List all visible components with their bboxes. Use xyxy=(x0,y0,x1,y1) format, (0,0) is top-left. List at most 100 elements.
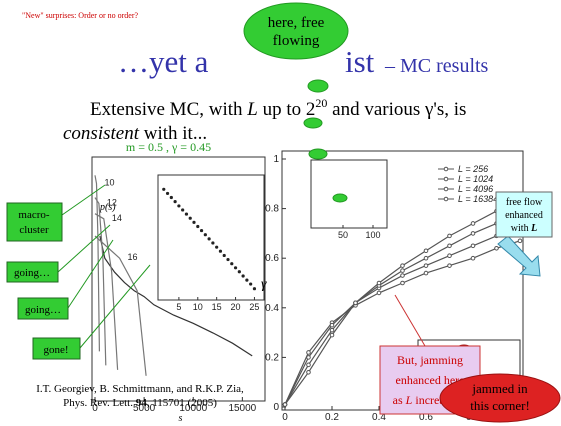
x-label: s xyxy=(179,413,183,424)
x-tick-label: 25 xyxy=(249,302,259,312)
inset-frame xyxy=(158,175,264,300)
legend-marker xyxy=(444,197,448,201)
cloud-text: flowing xyxy=(273,33,320,49)
inset-point xyxy=(166,192,169,195)
marker xyxy=(448,234,452,238)
subtitle: Extensive MC, with L up to 220 and vario… xyxy=(90,96,466,120)
inset-point xyxy=(223,254,226,257)
x-tick-label: 50 xyxy=(338,230,348,240)
y-tick-label: 0.8 xyxy=(265,204,279,215)
x-tick-label: 0 xyxy=(282,412,288,423)
citation: Phys. Rev. Lett. 94, 115701 (2005) xyxy=(63,397,217,409)
marker xyxy=(401,274,405,278)
x-tick-label: 15 xyxy=(212,302,222,312)
inset-point xyxy=(204,233,207,236)
cloud-text: here, free xyxy=(268,15,325,31)
marker xyxy=(471,222,475,226)
inset-point xyxy=(245,279,248,282)
marker xyxy=(424,264,428,268)
cloud-bubble xyxy=(309,149,327,159)
marker xyxy=(307,351,311,355)
marker xyxy=(330,333,334,337)
slide: "New" surprises: Order or no order? …yet… xyxy=(0,0,561,426)
title-part: – MC results xyxy=(384,55,489,77)
marker xyxy=(424,256,428,260)
marker xyxy=(377,281,381,285)
header: "New" surprises: Order or no order? xyxy=(22,11,139,20)
callout-text: gone! xyxy=(43,344,68,356)
marker xyxy=(354,301,358,305)
legend-marker xyxy=(444,167,448,171)
legend-label: L = 16384 xyxy=(458,194,498,204)
x-tick-label: 100 xyxy=(365,230,380,240)
inset-point xyxy=(215,246,218,249)
inset-point xyxy=(200,229,203,232)
marker xyxy=(471,244,475,248)
cloud-bubble xyxy=(308,80,328,92)
inset-point xyxy=(196,225,199,228)
inset-point xyxy=(192,221,195,224)
marker xyxy=(307,370,311,374)
marker xyxy=(401,269,405,273)
note-text: with L xyxy=(511,223,537,234)
x-tick-label: 15000 xyxy=(228,403,256,414)
marker xyxy=(495,246,499,250)
inset-point xyxy=(185,212,188,215)
inset-point xyxy=(181,208,184,211)
marker xyxy=(424,271,428,275)
marker xyxy=(283,403,287,407)
marker xyxy=(401,264,405,268)
marker xyxy=(448,244,452,248)
callout-text: macro- xyxy=(18,209,49,221)
marker xyxy=(448,254,452,258)
marker xyxy=(518,239,522,243)
inset-point xyxy=(170,196,173,199)
title-part: ist xyxy=(345,44,375,79)
inset-point xyxy=(219,250,222,253)
callout-text: cluster xyxy=(19,224,49,236)
x-tick-label: 5 xyxy=(176,302,181,312)
cloud xyxy=(244,3,348,59)
inset-point xyxy=(234,266,237,269)
y-tick-label: 0 xyxy=(273,402,279,413)
legend-label: L = 256 xyxy=(458,164,488,174)
legend-marker xyxy=(444,177,448,181)
marker xyxy=(307,363,311,367)
inset-point xyxy=(230,262,233,265)
inset-point xyxy=(177,204,180,207)
marker xyxy=(330,328,334,332)
y-tick-label: 0.4 xyxy=(265,303,279,314)
y-label: γ xyxy=(261,277,267,292)
inset-point xyxy=(253,287,256,290)
marker xyxy=(330,323,334,327)
cloud-bubble xyxy=(333,194,347,202)
curve-label: 10 xyxy=(104,178,114,188)
marker xyxy=(471,232,475,236)
callout-text: going… xyxy=(25,304,61,316)
inset-point xyxy=(249,282,252,285)
y-tick-label: 0.2 xyxy=(265,352,279,363)
legend-label: L = 4096 xyxy=(458,184,493,194)
marker xyxy=(377,291,381,295)
cloud-text: jammed in xyxy=(471,381,528,396)
note-text: But, jamming xyxy=(397,353,463,367)
legend-marker xyxy=(444,187,448,191)
inset-point xyxy=(174,200,177,203)
inset-point xyxy=(238,270,241,273)
x-tick-label: 0.2 xyxy=(325,412,339,423)
marker xyxy=(401,281,405,285)
marker xyxy=(448,264,452,268)
y-tick-label: 1 xyxy=(273,154,279,165)
page: { "slide": { "header": "\"New\" surprise… xyxy=(0,0,561,426)
note-text: free flow xyxy=(506,197,543,208)
cloud-bubble xyxy=(304,118,322,128)
marker xyxy=(424,249,428,253)
note-text: enhanced xyxy=(505,210,543,221)
inset-point xyxy=(242,274,245,277)
curve-label: 14 xyxy=(112,213,122,223)
x-tick-label: 10 xyxy=(193,302,203,312)
y-tick-label: 0.6 xyxy=(265,253,279,264)
inset-point xyxy=(208,237,211,240)
legend-label: L = 1024 xyxy=(458,174,493,184)
cloud-text: this corner! xyxy=(470,398,530,413)
